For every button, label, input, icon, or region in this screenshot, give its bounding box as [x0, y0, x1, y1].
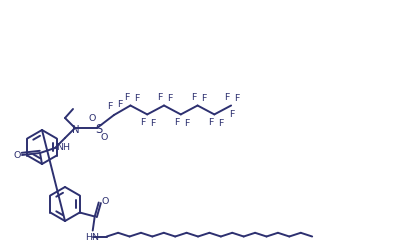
Text: F: F — [191, 93, 196, 102]
Text: O: O — [100, 133, 108, 142]
Text: F: F — [234, 94, 240, 102]
Text: O: O — [13, 151, 21, 160]
Text: F: F — [151, 118, 156, 128]
Text: F: F — [184, 118, 189, 128]
Text: F: F — [134, 94, 139, 102]
Text: F: F — [230, 110, 235, 118]
Text: N: N — [72, 124, 80, 134]
Text: F: F — [218, 118, 223, 128]
Text: F: F — [167, 94, 173, 102]
Text: HN: HN — [85, 232, 99, 241]
Text: F: F — [201, 94, 206, 102]
Text: F: F — [118, 100, 123, 109]
Text: F: F — [124, 93, 129, 102]
Text: O: O — [101, 196, 108, 205]
Text: F: F — [157, 93, 163, 102]
Text: F: F — [174, 118, 180, 126]
Text: F: F — [107, 102, 113, 111]
Text: F: F — [141, 118, 146, 126]
Text: S: S — [95, 123, 103, 136]
Text: O: O — [88, 114, 95, 123]
Text: F: F — [224, 93, 230, 102]
Text: F: F — [208, 118, 213, 126]
Text: NH: NH — [56, 143, 70, 152]
